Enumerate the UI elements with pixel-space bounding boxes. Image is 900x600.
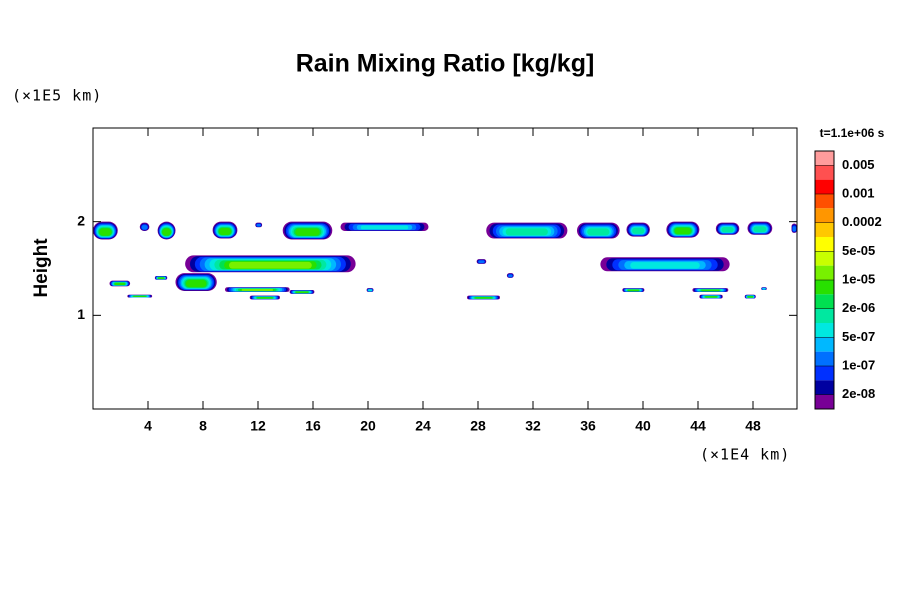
contour-region <box>162 228 171 236</box>
y-tick-label: 2 <box>77 212 85 228</box>
colorbar-tick-label: 2e-06 <box>842 300 875 315</box>
contour-region <box>630 262 700 269</box>
colorbar-tick-label: 5e-07 <box>842 329 875 344</box>
contour-region <box>762 288 766 290</box>
contour-region <box>114 282 125 286</box>
colorbar-box <box>815 165 834 180</box>
contour-region <box>632 227 645 234</box>
x-tick-label: 16 <box>305 418 321 434</box>
colorbar-title: t=1.1e+06 s <box>820 126 885 140</box>
x-tick-label: 4 <box>144 418 152 434</box>
colorbar-box <box>815 308 834 323</box>
colorbar-tick-label: 2e-08 <box>842 386 875 401</box>
contour-region <box>747 296 753 298</box>
y-unit: (×1E5 km) <box>12 87 102 105</box>
contour-region <box>158 277 165 279</box>
y-axis-label: Height <box>31 238 52 298</box>
x-tick-label: 20 <box>360 418 376 434</box>
contour-region <box>478 260 485 264</box>
colorbar-box <box>815 380 834 395</box>
colorbar-box <box>815 366 834 381</box>
contour-region <box>141 225 148 230</box>
colorbar-box <box>815 222 834 237</box>
contour-region <box>360 225 409 230</box>
contour-region <box>475 297 492 299</box>
x-tick-label: 44 <box>690 418 706 434</box>
colorbar-tick-label: 1e-05 <box>842 271 875 286</box>
contour-region <box>753 226 767 233</box>
colorbar-box <box>815 237 834 252</box>
contour-region <box>674 227 692 235</box>
x-tick-label: 36 <box>580 418 596 434</box>
x-tick-label: 32 <box>525 418 541 434</box>
colorbar-box <box>815 351 834 366</box>
chart-title: Rain Mixing Ratio [kg/kg] <box>296 50 595 78</box>
colorbar-tick-label: 0.001 <box>842 185 875 200</box>
colorbar-box <box>815 194 834 209</box>
contour-region <box>627 289 639 292</box>
contour-region <box>133 295 146 297</box>
contour-region <box>99 228 112 236</box>
colorbar-box <box>815 179 834 194</box>
x-tick-label: 8 <box>199 418 207 434</box>
contour-region <box>218 228 232 235</box>
contour-region <box>705 296 717 298</box>
colorbar-box <box>815 265 834 280</box>
contour-region <box>721 226 734 233</box>
x-tick-label: 48 <box>745 418 761 434</box>
colorbar-box <box>815 151 834 166</box>
colorbar-tick-label: 0.0002 <box>842 214 882 229</box>
contour-region <box>295 291 309 294</box>
x-tick-label: 40 <box>635 418 651 434</box>
x-tick-label: 24 <box>415 418 431 434</box>
contour-region <box>257 297 273 299</box>
contour-region <box>505 228 548 236</box>
colorbar-box <box>815 208 834 223</box>
colorbar-box <box>815 394 834 409</box>
contour-region <box>295 228 320 236</box>
colorbar-box <box>815 251 834 266</box>
colorbar-box <box>815 337 834 352</box>
x-tick-label: 12 <box>250 418 266 434</box>
colorbar-tick-label: 5e-05 <box>842 243 875 258</box>
colorbar-box <box>815 280 834 295</box>
colorbar-tick-label: 0.005 <box>842 157 875 172</box>
colorbar-box <box>815 323 834 338</box>
x-tick-label: 28 <box>470 418 486 434</box>
contour-region <box>792 226 796 232</box>
contour-region <box>701 289 720 292</box>
contour-region <box>241 289 274 291</box>
contour-region <box>587 228 610 236</box>
contour-region <box>368 289 372 292</box>
colorbar-box <box>815 294 834 309</box>
colorbar-tick-label: 1e-07 <box>842 357 875 372</box>
contour-region <box>256 224 261 227</box>
contour-region <box>228 261 312 269</box>
plot-frame <box>92 127 798 410</box>
x-unit: (×1E4 km) <box>700 446 790 464</box>
contour-region <box>185 279 207 288</box>
contour-region <box>508 274 513 278</box>
y-tick-label: 1 <box>77 306 85 322</box>
